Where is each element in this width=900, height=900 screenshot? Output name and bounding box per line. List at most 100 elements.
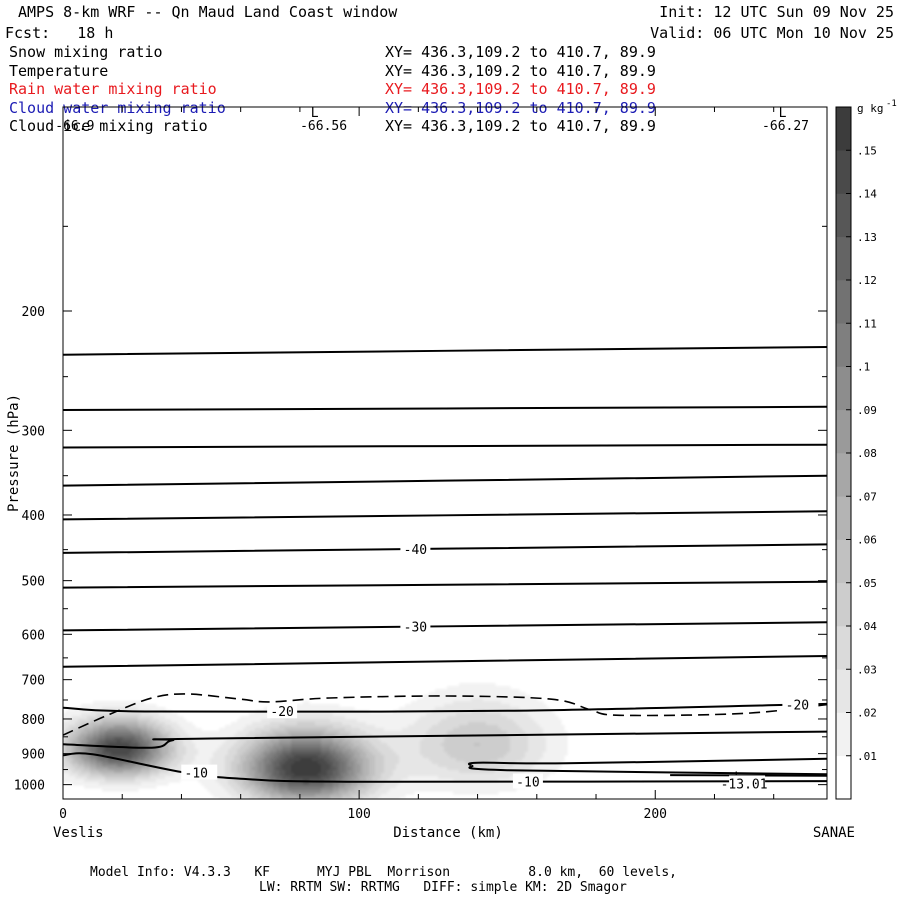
shade-cell	[186, 761, 190, 765]
shade-cell	[108, 716, 112, 720]
shade-cell	[234, 749, 238, 753]
shade-cell	[72, 713, 76, 717]
shade-cell	[279, 794, 283, 798]
shade-cell	[447, 761, 451, 765]
shade-cell	[411, 782, 415, 786]
shade-cell	[66, 773, 70, 777]
shade-cell	[144, 731, 148, 735]
shade-cell	[468, 704, 472, 708]
shade-cell	[474, 788, 478, 792]
shade-cell	[531, 722, 535, 726]
shade-cell	[459, 761, 463, 765]
shade-cell	[408, 782, 412, 786]
shade-cell	[258, 767, 262, 771]
shade-cell	[135, 707, 139, 711]
shade-cell	[489, 701, 493, 705]
shade-cell	[303, 704, 307, 708]
shade-cell	[261, 797, 265, 799]
shade-cell	[105, 707, 109, 711]
shade-cell	[201, 779, 205, 783]
shade-cell	[351, 743, 355, 747]
shade-cell	[72, 731, 76, 735]
legend-label: Temperature	[9, 61, 109, 80]
shade-cell	[246, 779, 250, 783]
shade-cell	[216, 794, 220, 798]
shade-cell	[348, 767, 352, 771]
shade-cell	[300, 704, 304, 708]
shade-cell	[438, 761, 442, 765]
shade-cell	[330, 734, 334, 738]
shade-cell	[294, 758, 298, 762]
shade-cell	[450, 689, 454, 693]
shade-cell	[243, 731, 247, 735]
shade-cell	[417, 719, 421, 723]
shade-cell	[372, 782, 376, 786]
shade-cell	[447, 689, 451, 693]
shade-cell	[171, 725, 175, 729]
shade-cell	[162, 725, 166, 729]
shade-cell	[225, 743, 229, 747]
shade-cell	[375, 794, 379, 798]
shade-cell	[321, 758, 325, 762]
shade-cell	[96, 782, 100, 786]
shade-cell	[336, 785, 340, 789]
shade-cell	[345, 719, 349, 723]
shade-cell	[180, 716, 184, 720]
shade-cell	[408, 758, 412, 762]
shade-cell	[396, 743, 400, 747]
shade-cell	[360, 713, 364, 717]
shade-cell	[111, 713, 115, 717]
shade-cell	[450, 749, 454, 753]
shade-cell	[321, 749, 325, 753]
shade-cell	[504, 722, 508, 726]
shade-cell	[228, 797, 232, 799]
shade-cell	[261, 767, 265, 771]
shade-cell	[102, 743, 106, 747]
shade-cell	[531, 752, 535, 756]
shade-cell	[315, 773, 319, 777]
shade-cell	[327, 791, 331, 795]
shade-cell	[429, 716, 433, 720]
shade-cell	[228, 743, 232, 747]
shade-cell	[405, 704, 409, 708]
shade-cell	[138, 719, 142, 723]
shade-cell	[147, 704, 151, 708]
shade-cell	[141, 701, 145, 705]
shade-cell	[552, 764, 556, 768]
shade-cell	[294, 785, 298, 789]
shade-cell	[168, 713, 172, 717]
shade-cell	[114, 788, 118, 792]
shade-cell	[261, 731, 265, 735]
shade-cell	[84, 725, 88, 729]
shade-cell	[360, 722, 364, 726]
shade-cell	[420, 764, 424, 768]
shade-cell	[132, 731, 136, 735]
shade-cell	[495, 704, 499, 708]
shade-cell	[348, 740, 352, 744]
shade-cell	[468, 743, 472, 747]
shade-cell	[249, 734, 253, 738]
shade-cell	[384, 770, 388, 774]
shade-cell	[96, 713, 100, 717]
shade-cell	[252, 719, 256, 723]
shade-cell	[312, 707, 316, 711]
shade-cell	[84, 755, 88, 759]
shade-cell	[489, 743, 493, 747]
shade-cell	[99, 740, 103, 744]
shade-cell	[375, 740, 379, 744]
shade-cell	[153, 758, 157, 762]
shade-cell	[444, 713, 448, 717]
shade-cell	[279, 749, 283, 753]
shade-cell	[345, 758, 349, 762]
shade-cell	[507, 764, 511, 768]
shade-cell	[339, 707, 343, 711]
shade-cell	[105, 704, 109, 708]
legend-label: Rain water mixing ratio	[9, 80, 217, 98]
shade-cell	[165, 743, 169, 747]
shade-cell	[285, 761, 289, 765]
shade-cell	[93, 701, 97, 705]
shade-cell	[426, 728, 430, 732]
shade-cell	[258, 743, 262, 747]
shade-cell	[516, 755, 520, 759]
shade-cell	[552, 713, 556, 717]
